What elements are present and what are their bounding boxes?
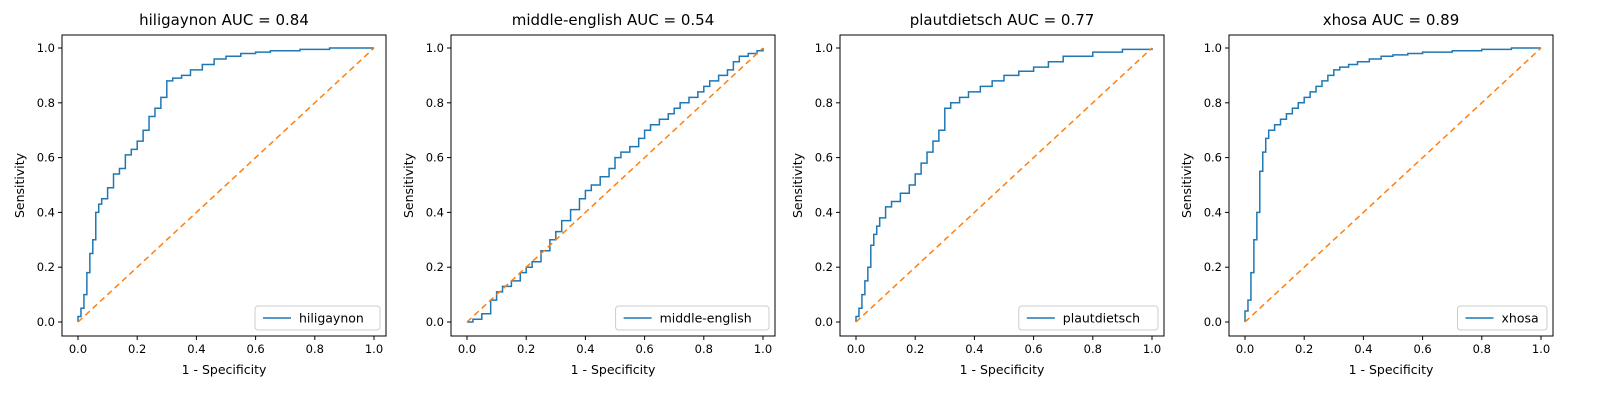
roc-curve xyxy=(77,47,374,322)
panel-title: hiligaynon AUC = 0.84 xyxy=(139,11,309,29)
x-tick-label: 0.0 xyxy=(847,342,865,356)
x-axis-label: 1 - Specificity xyxy=(571,362,656,377)
y-tick-label: 0.0 xyxy=(815,315,833,329)
panel-title: plautdietsch AUC = 0.77 xyxy=(910,11,1095,29)
x-tick-label: 0.6 xyxy=(1024,342,1042,356)
y-tick-label: 0.6 xyxy=(1204,151,1222,165)
x-tick-label: 0.0 xyxy=(458,342,476,356)
x-tick-label: 0.2 xyxy=(517,342,535,356)
x-tick-label: 0.2 xyxy=(128,342,146,356)
y-tick-label: 0.4 xyxy=(426,205,444,219)
y-tick-label: 1.0 xyxy=(1204,41,1222,55)
y-tick-label: 0.2 xyxy=(37,260,55,274)
axes-frame xyxy=(450,34,776,337)
axes-frame xyxy=(1228,34,1554,337)
y-tick-label: 0.4 xyxy=(815,205,833,219)
y-tick-label: 0.0 xyxy=(1204,315,1222,329)
y-axis-label: Sensitivity xyxy=(790,152,805,218)
y-tick-label: 0.4 xyxy=(37,205,55,219)
x-tick-label: 0.8 xyxy=(695,342,713,356)
roc-curve xyxy=(855,48,1153,322)
x-tick-label: 0.2 xyxy=(1295,342,1313,356)
y-tick-label: 1.0 xyxy=(37,41,55,55)
roc-curve xyxy=(467,48,764,323)
y-axis-label: Sensitivity xyxy=(1179,152,1194,218)
legend: xhosa xyxy=(1457,305,1548,331)
legend-box xyxy=(1018,305,1159,331)
chance-diagonal xyxy=(1244,47,1542,323)
y-tick-label: 0.2 xyxy=(1204,260,1222,274)
x-tick-label: 0.0 xyxy=(1236,342,1254,356)
x-axis-label: 1 - Specificity xyxy=(1349,362,1434,377)
x-tick-label: 0.8 xyxy=(306,342,324,356)
x-tick-label: 0.8 xyxy=(1084,342,1102,356)
legend: hiligaynon xyxy=(254,305,381,331)
x-tick-label: 0.4 xyxy=(965,342,983,356)
x-tick-label: 0.8 xyxy=(1473,342,1491,356)
roc-panel-1: hiligaynon AUC = 0.84 0.0 0.2 0.4 0.6 0.8 1.0 0… xyxy=(12,11,387,377)
y-tick-label: 0.6 xyxy=(426,151,444,165)
x-tick-label: 1.0 xyxy=(1532,342,1550,356)
legend-box xyxy=(254,305,381,331)
y-tick-label: 0.6 xyxy=(37,151,55,165)
axes-frame xyxy=(839,34,1165,337)
x-tick-label: 0.4 xyxy=(576,342,594,356)
x-tick-label: 1.0 xyxy=(754,342,772,356)
x-tick-label: 0.4 xyxy=(1354,342,1372,356)
y-tick-label: 0.8 xyxy=(37,96,55,110)
legend-box xyxy=(615,305,770,331)
legend-box xyxy=(1457,305,1548,331)
y-tick-label: 0.8 xyxy=(426,96,444,110)
x-tick-label: 0.4 xyxy=(187,342,205,356)
legend-label: xhosa xyxy=(1502,311,1539,326)
x-tick-label: 1.0 xyxy=(1143,342,1161,356)
roc-curve xyxy=(1244,47,1541,322)
roc-panel-3: plautdietsch AUC = 0.77 0.0 0.2 0.4 0.6 0.8 1.… xyxy=(790,11,1165,377)
y-tick-label: 1.0 xyxy=(426,41,444,55)
legend-label: hiligaynon xyxy=(299,311,364,326)
x-tick-label: 0.6 xyxy=(1413,342,1431,356)
panel-title: middle-english AUC = 0.54 xyxy=(512,11,715,29)
x-tick-label: 0.2 xyxy=(906,342,924,356)
y-tick-label: 1.0 xyxy=(815,41,833,55)
y-axis-label: Sensitivity xyxy=(401,152,416,218)
chance-diagonal xyxy=(77,47,375,323)
x-axis-label: 1 - Specificity xyxy=(960,362,1045,377)
y-tick-label: 0.8 xyxy=(815,96,833,110)
y-tick-label: 0.8 xyxy=(1204,96,1222,110)
y-tick-label: 0.4 xyxy=(1204,205,1222,219)
legend: middle-english xyxy=(615,305,770,331)
x-tick-label: 1.0 xyxy=(365,342,383,356)
axes-frame xyxy=(61,34,387,337)
legend-label: middle-english xyxy=(660,311,752,326)
y-axis-label: Sensitivity xyxy=(12,152,27,218)
y-tick-label: 0.0 xyxy=(426,315,444,329)
legend: plautdietsch xyxy=(1018,305,1159,331)
chance-diagonal xyxy=(466,47,764,323)
y-tick-label: 0.6 xyxy=(815,151,833,165)
x-tick-label: 0.0 xyxy=(69,342,87,356)
y-tick-label: 0.2 xyxy=(426,260,444,274)
roc-panel-4: xhosa AUC = 0.89 0.0 0.2 0.4 0.6 0.8 1.0 0.0 0.2… xyxy=(1179,11,1554,377)
x-tick-label: 0.6 xyxy=(246,342,264,356)
chance-diagonal xyxy=(855,47,1153,323)
x-axis-label: 1 - Specificity xyxy=(182,362,267,377)
y-tick-label: 0.0 xyxy=(37,315,55,329)
roc-panel-2: middle-english AUC = 0.54 0.0 0.2 0.4 0.6 0.8… xyxy=(401,11,776,377)
y-tick-label: 0.2 xyxy=(815,260,833,274)
panel-title: xhosa AUC = 0.89 xyxy=(1323,11,1460,29)
x-tick-label: 0.6 xyxy=(635,342,653,356)
legend-label: plautdietsch xyxy=(1063,311,1140,326)
